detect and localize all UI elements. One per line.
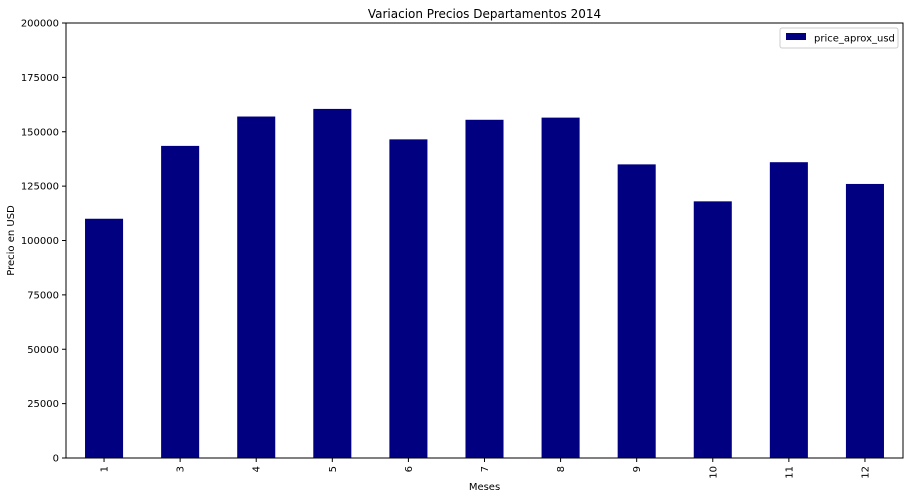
y-tick-label: 150000	[21, 127, 59, 138]
legend: price_aprox_usd	[779, 27, 899, 49]
x-tick-label: 11	[784, 466, 795, 479]
x-tick-label: 3	[176, 466, 187, 472]
x-tick-label: 4	[252, 466, 263, 472]
legend-label: price_aprox_usd	[814, 34, 895, 45]
bar	[313, 108, 352, 458]
x-tick-label: 5	[328, 466, 339, 472]
legend-swatch	[786, 33, 806, 40]
y-tick-label: 75000	[27, 290, 59, 301]
x-tick-label: 7	[480, 466, 491, 472]
y-tick-label: 175000	[21, 73, 59, 84]
bars-group	[85, 108, 884, 459]
bar	[465, 119, 504, 458]
x-tick-label: 1	[100, 466, 111, 472]
chart-title: Variacion Precios Departamentos 2014	[368, 7, 601, 21]
y-tick-label: 25000	[27, 399, 59, 410]
bar	[617, 164, 656, 458]
x-tick-label: 10	[708, 466, 719, 479]
plot-frame	[65, 22, 904, 459]
bar	[237, 116, 276, 459]
y-tick-label: 200000	[21, 19, 59, 30]
x-axis: 1 3 4 5 6 7 8 9 10 11 12	[100, 458, 871, 479]
x-tick-label: 8	[556, 466, 567, 472]
bar	[389, 139, 428, 459]
bar	[161, 145, 200, 458]
x-tick-label: 9	[632, 466, 643, 472]
y-tick-label: 50000	[27, 345, 59, 356]
x-tick-label: 6	[404, 466, 415, 472]
bar	[693, 201, 732, 458]
x-axis-title: Meses	[469, 482, 500, 493]
bar	[769, 162, 808, 458]
bar	[845, 183, 884, 458]
x-tick-label: 12	[860, 466, 871, 479]
bar	[85, 218, 124, 458]
legend-box	[779, 27, 899, 49]
bar	[541, 117, 580, 459]
y-tick-label: 125000	[21, 182, 59, 193]
y-axis: 0 25000 50000 75000 100000 125000 150000 175000…	[21, 19, 66, 465]
y-tick-label: 100000	[21, 236, 59, 247]
y-axis-title: Precio en USD	[6, 205, 17, 276]
y-tick-label: 0	[53, 454, 59, 465]
